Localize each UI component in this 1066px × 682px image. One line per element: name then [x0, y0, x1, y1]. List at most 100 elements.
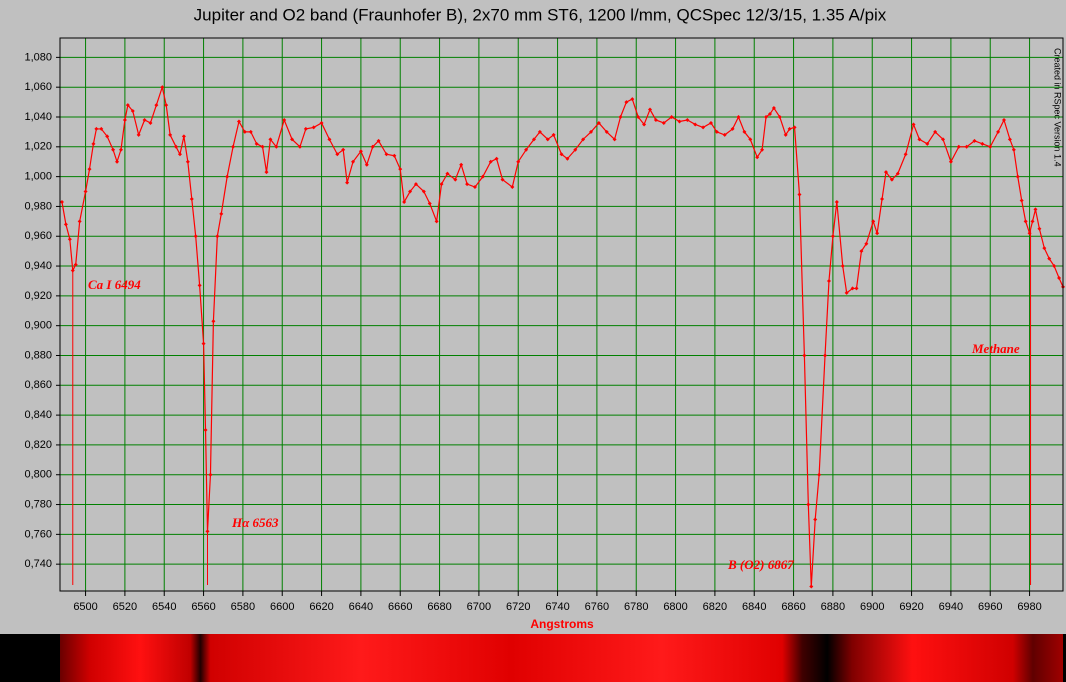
- point: [510, 185, 515, 190]
- x-tick-label: 6980: [1017, 601, 1041, 613]
- point: [604, 129, 609, 134]
- point: [806, 502, 811, 507]
- point: [402, 199, 407, 204]
- point: [99, 126, 104, 131]
- point: [545, 137, 550, 142]
- point: [630, 97, 635, 102]
- point: [500, 177, 505, 182]
- y-tick-label: 0,780: [24, 498, 52, 510]
- point: [236, 119, 241, 124]
- x-tick-label: 6620: [309, 601, 333, 613]
- point: [1030, 219, 1035, 224]
- annotation-label: Ca I 6494: [88, 277, 141, 292]
- y-tick-label: 0,900: [24, 320, 52, 332]
- point: [988, 144, 993, 149]
- point: [282, 117, 287, 122]
- x-tick-label: 6900: [860, 601, 884, 613]
- point: [642, 122, 647, 127]
- point: [77, 219, 82, 224]
- annotation-label: Methane: [971, 341, 1020, 356]
- y-tick-label: 0,820: [24, 439, 52, 451]
- point: [941, 137, 946, 142]
- y-tick-label: 1,080: [24, 51, 52, 63]
- point: [830, 234, 835, 239]
- point: [203, 428, 208, 433]
- point: [164, 103, 169, 108]
- plot-frame: [59, 37, 1064, 592]
- x-tick-label: 6920: [899, 601, 923, 613]
- x-tick-label: 6540: [152, 601, 176, 613]
- point: [168, 132, 173, 137]
- point: [933, 129, 938, 134]
- point: [494, 156, 499, 161]
- annotation-label: B (O2) 6867: [727, 557, 794, 572]
- point: [618, 115, 623, 119]
- point: [1047, 256, 1052, 261]
- point: [864, 241, 869, 246]
- x-tick-label: 6760: [585, 601, 609, 613]
- y-tick-label: 0,860: [24, 379, 52, 391]
- credit: Created in RSpec Version 1.4: [1053, 48, 1063, 167]
- point: [551, 132, 556, 137]
- x-axis-label: Angstroms: [530, 617, 594, 631]
- y-tick-label: 0,980: [24, 200, 52, 212]
- point: [254, 141, 259, 146]
- point: [792, 125, 797, 130]
- x-tick-label: 6580: [231, 601, 255, 613]
- point: [573, 147, 578, 152]
- point: [1015, 174, 1020, 179]
- point: [524, 147, 529, 152]
- y-tick-label: 1,060: [24, 81, 52, 93]
- chart-title: Jupiter and O2 band (Fraunhofer B), 2x70…: [194, 5, 887, 24]
- point: [956, 144, 961, 149]
- x-tick-label: 6940: [939, 601, 963, 613]
- point: [624, 100, 629, 105]
- point: [854, 286, 859, 291]
- x-tick-label: 6660: [388, 601, 412, 613]
- point: [125, 103, 130, 108]
- point: [797, 192, 802, 197]
- point: [225, 174, 230, 179]
- point: [472, 185, 477, 190]
- point: [201, 341, 206, 346]
- point: [748, 137, 753, 142]
- x-tick-label: 6880: [821, 601, 845, 613]
- point: [160, 85, 165, 90]
- point: [875, 231, 880, 236]
- point: [693, 122, 698, 127]
- point: [722, 132, 727, 137]
- point: [730, 126, 735, 131]
- point: [817, 472, 822, 477]
- point: [677, 119, 682, 124]
- point: [964, 144, 969, 149]
- point: [154, 103, 159, 108]
- point: [636, 115, 641, 119]
- point: [445, 171, 450, 176]
- point: [844, 290, 849, 295]
- annotation-label: Hα 6563: [231, 515, 279, 530]
- point: [742, 129, 747, 134]
- point: [248, 129, 253, 134]
- point: [264, 170, 269, 175]
- x-tick-label: 6780: [624, 601, 648, 613]
- point: [488, 159, 493, 164]
- point: [859, 249, 864, 254]
- point: [327, 137, 332, 142]
- y-tick-label: 0,800: [24, 469, 52, 481]
- point: [1057, 275, 1062, 280]
- point: [1033, 207, 1038, 212]
- point: [384, 152, 389, 157]
- point: [1052, 264, 1057, 269]
- spectrum-margin: [1063, 634, 1066, 682]
- point: [148, 120, 153, 125]
- point: [351, 159, 356, 164]
- point: [118, 147, 123, 152]
- point: [925, 141, 930, 146]
- point: [181, 134, 186, 139]
- point: [115, 159, 120, 164]
- point: [653, 117, 658, 122]
- point: [260, 144, 265, 149]
- x-tick-label: 6520: [113, 601, 137, 613]
- x-tick-label: 6860: [781, 601, 805, 613]
- point: [581, 137, 586, 142]
